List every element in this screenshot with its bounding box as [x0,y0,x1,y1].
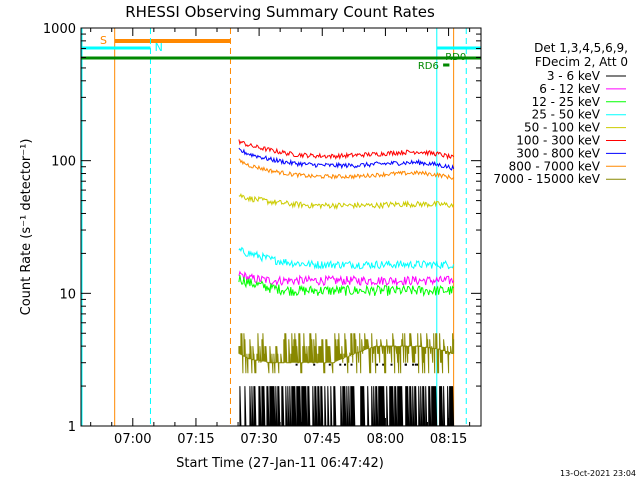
legend-label-6-12-kev: 6 - 12 keV [539,82,601,96]
legend-label-12-25-kev: 12 - 25 keV [532,95,601,109]
series-800-7000-kev-line [238,158,455,180]
legend-label-25-50-kev: 25 - 50 keV [532,108,601,122]
rd0-label: RD0 [445,52,466,63]
series-25-50-kev-line [238,246,455,270]
y-tick-label: 1 [68,420,76,435]
x-tick-label: 07:45 [304,432,341,447]
legend-label-3-6-kev: 3 - 6 keV [547,69,601,83]
legend-header-line1: Det 1,3,4,5,6,9, [534,41,628,55]
y-tick-label: 100 [51,155,76,170]
series-6-12-kev-line [238,270,455,288]
legend-label-50-100-kev: 50 - 100 keV [524,121,601,135]
x-tick-label: 08:15 [430,432,467,447]
series-7000-15000-kev-line [238,333,455,374]
legend-label-100-300-kev: 100 - 300 keV [516,134,600,148]
x-tick-label: 07:15 [177,432,214,447]
series-12-25-kev-line [238,275,455,298]
y-axis-label: Count Rate (s⁻¹ detector⁻¹) [19,139,34,316]
x-tick-label: 07:30 [240,432,277,447]
legend-label-300-800-kev: 300 - 800 keV [516,146,600,160]
chart-title: RHESSI Observing Summary Count Rates [125,3,435,21]
x-tick-label: 07:00 [114,432,151,447]
sunlight-label: S [100,34,107,47]
series-300-800-kev-line [238,147,455,171]
night-label: N [155,41,163,54]
y-tick-label: 10 [59,287,76,302]
x-axis-label: Start Time (27-Jan-11 06:47:42) [176,456,384,471]
y-tick-label: 1000 [43,22,76,37]
series-100-300-kev-line [238,139,454,161]
generation-timestamp: 13-Oct-2021 23:04 [560,469,636,478]
legend-header-line2: FDecim 2, Att 0 [535,55,628,69]
rd6-label: RD6 [418,61,439,72]
observing-bands: S N RD0 RD6 [81,28,481,426]
series-traces [238,139,455,427]
legend-label-7000-15000-kev: 7000 - 15000 keV [493,172,600,186]
legend-label-800-7000-kev: 800 - 7000 keV [509,159,601,173]
series-50-100-kev-line [238,192,455,211]
plot-frame [80,27,482,427]
x-tick-label: 08:00 [367,432,404,447]
legend: Det 1,3,4,5,6,9, FDecim 2, Att 0 3 - 6 k… [493,41,628,186]
axes: 07:00 07:15 07:30 07:45 08:00 08:15 1 10 100 1000 [43,22,481,447]
